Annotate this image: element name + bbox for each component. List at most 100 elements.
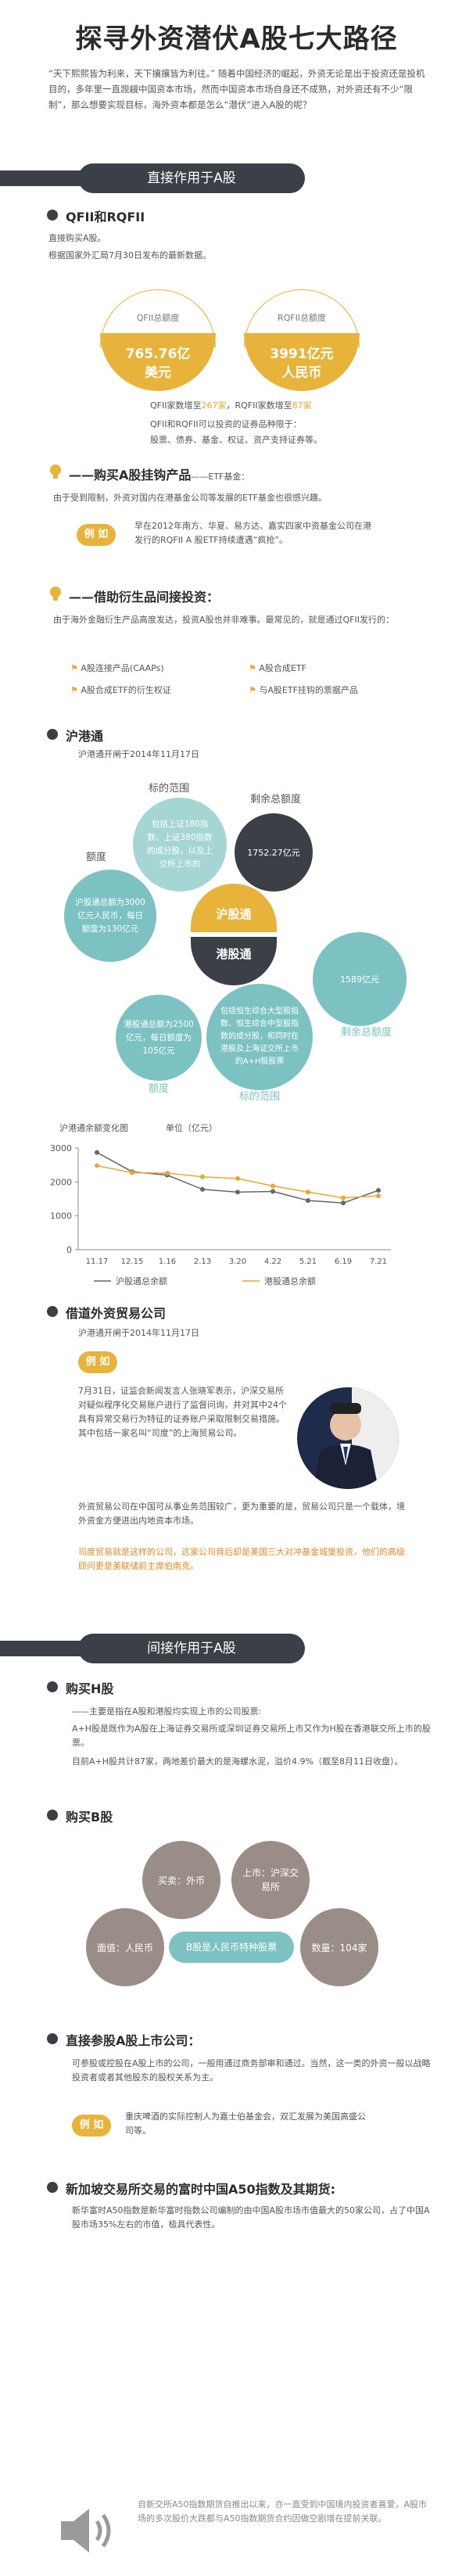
y-tick-label: 3000 — [50, 1143, 72, 1153]
deriv-item: ⚑ A股合成ETF — [249, 662, 306, 676]
series-point-1 — [165, 1171, 170, 1176]
qfii-quota-value: 765.76亿 — [125, 346, 191, 362]
x-tick-label: 12.15 — [121, 1258, 144, 1266]
qfii-scope2: 股票、债券、基金、权证、资产支持证券等。 — [150, 435, 322, 445]
series-point-1 — [95, 1163, 99, 1168]
stake-heading: 直接参股A股上市公司： — [66, 2033, 201, 2048]
series-point-0 — [341, 1200, 346, 1206]
cross-paragraph-3: 司度贸易就是这样的公司，这家公司背后却是美国三大对冲基金城堡投资，他们的高级顾问… — [78, 1547, 405, 1571]
chart-title: 沪港通余额变化图 — [59, 1123, 128, 1133]
series-point-0 — [271, 1189, 275, 1194]
etf-example-badge: 例 如 — [77, 524, 116, 546]
rqfii-quota-value: 3991亿元 — [270, 346, 334, 362]
bullet-dot — [47, 210, 58, 221]
stake-example-badge: 例 如 — [72, 2115, 111, 2137]
balance-line-chart: 0 1000 2000 3000 11.17 12.15 1.16 2.13 3.20 4.22 5… — [50, 1143, 391, 1286]
hk-scope-label-bottom: 标的范围 — [239, 1091, 281, 1103]
section-header-direct: 直接作用于A股 — [78, 163, 305, 193]
series-point-1 — [306, 1189, 310, 1195]
x-tick-label: 1.16 — [159, 1258, 176, 1266]
etf-desc: 由于受到限制，外资对国内在港基金公司等发展的ETF基金也很感兴趣。 — [53, 493, 327, 503]
bullet-dot — [47, 1306, 58, 1317]
stake-example-text: 重庆啤酒的实际控制人为嘉士伯基金会，双汇发展为美国高盛公司等。 — [125, 2111, 366, 2136]
cross-open: 沪港通开闸于2014年11月17日 — [78, 1328, 199, 1338]
qfii-count-a: QFII家数增至 — [150, 400, 202, 411]
x-tick-label: 2.13 — [194, 1258, 211, 1266]
hshare-heading: 购买H股 — [66, 1681, 114, 1696]
hk-remain-label-bottom: 剩余总额度 — [341, 1027, 392, 1039]
rqfii-quota-unit: 人民币 — [281, 365, 322, 381]
a50-desc: 新华富时A50指数是新华富时指数公司编制的由中国A股市场市值最大的50家公司，占… — [72, 2205, 430, 2230]
x-tick-label: 7.21 — [370, 1258, 387, 1266]
series-point-1 — [235, 1176, 240, 1181]
legend-label-0: 沪股通总余额 — [116, 1275, 167, 1286]
qfii-count-b-num: 87家 — [292, 400, 312, 411]
bshare-core-pill: B股是人民币特种股票 — [169, 1932, 294, 1963]
rqfii-quota-label: RQFII总额度 — [277, 313, 327, 323]
hshare-line3: 目前A+H股共计87家，两地差价最大的是海螺水泥，溢价4.9%（截至8月11日收… — [72, 1756, 403, 1767]
flag-icon: ⚑ — [70, 685, 78, 695]
speaker-icon — [56, 2499, 119, 2562]
deriv-item: ⚑ 与A股ETF挂钩的票据产品 — [249, 683, 358, 698]
y-tick-label: 2000 — [50, 1177, 72, 1187]
deriv-heading: ——借助衍生品间接投资： — [69, 590, 220, 605]
x-tick-label: 4.22 — [264, 1258, 281, 1266]
deriv-desc: 由于海外金融衍生产品高度发达，投资A股也并非难事。最常见的，就是通过QFII发行… — [53, 615, 394, 625]
flag-icon: ⚑ — [70, 663, 78, 673]
x-tick-label: 5.21 — [299, 1258, 317, 1266]
page-title: 探寻外资潜伏A股七大路径 — [75, 23, 398, 55]
a50-heading: 新加坡交易所交易的富时中国A50指数及其期货: — [66, 2182, 336, 2197]
intro-paragraph: “天下熙熙皆为利来，天下攘攘皆为利往。” 随着中国经济的崛起，外资无论是出于投资… — [48, 68, 425, 110]
a50-note: 自新交所A50指数期货自推出以来，亦一直受到中国境内投资者喜爱，A股市场的多次股… — [138, 2499, 428, 2524]
qfii-quota-unit: 美元 — [145, 365, 171, 381]
series-point-1 — [200, 1174, 205, 1179]
etf-heading-sub: ——ETF基金： — [191, 472, 250, 482]
lightbulb-icon — [47, 585, 64, 602]
flag-icon: ⚑ — [249, 685, 256, 695]
hk-quota-bottom-circle: 港股通总额为2500亿元，每日额度为105亿元 — [116, 995, 202, 1081]
bullet-dot — [47, 729, 58, 740]
hshare-line1: ——主要是指在A股和港股均实现上市的公司股票: — [72, 1706, 262, 1717]
section-ribbon-left — [0, 170, 86, 186]
deriv-item: ⚑ A股连接产品(CAAPs) — [70, 662, 164, 676]
spokesperson-photo — [297, 1387, 399, 1489]
lightbulb-icon — [47, 463, 64, 480]
series-point-0 — [95, 1150, 99, 1155]
cross-paragraph-2: 外资贸易公司在中国可从事业务范围较广，更为重要的是，贸易公司只是一个载体，境外资… — [78, 1501, 405, 1526]
y-tick-label: 0 — [66, 1245, 72, 1255]
hk-remain-top-circle: 1752.27亿元 — [235, 813, 313, 892]
deriv-item-label: 与A股ETF挂钩的票据产品 — [259, 685, 358, 695]
section-ribbon-left — [0, 1641, 86, 1656]
bullet-dot — [47, 1810, 58, 1821]
etf-heading: ——购买A股挂钩产品——ETF基金： — [69, 465, 249, 483]
qfii-line2: 根据国家外汇局7月30日发布的最新数据。 — [48, 250, 211, 260]
qfii-quota-label: QFII总额度 — [136, 313, 180, 323]
series-point-0 — [306, 1198, 310, 1204]
deriv-item-label: A股合成ETF的衍生权证 — [81, 685, 171, 695]
flag-icon: ⚑ — [249, 663, 256, 673]
series-point-1 — [130, 1170, 134, 1175]
hk-quota-label-bottom: 额度 — [149, 1083, 170, 1095]
section-header-indirect: 间接作用于A股 — [78, 1634, 305, 1663]
bshare-heading: 购买B股 — [66, 1810, 113, 1824]
series-point-1 — [376, 1193, 381, 1199]
bshare-count-circle: 数量：104家 — [300, 1908, 378, 1986]
rqfii-quota-graphic: RQFII总额度 3991亿元 人民币 — [244, 289, 360, 391]
hk-scope-label: 标的范围 — [149, 783, 190, 795]
series-point-1 — [271, 1183, 275, 1189]
y-tick-label: 1000 — [50, 1211, 72, 1222]
x-tick-label: 11.17 — [86, 1258, 109, 1266]
qfii-count-line: QFII家数增至267家，RQFII家数增至87家 — [150, 399, 432, 413]
qfii-quota-graphic: QFII总额度 765.76亿 美元 — [100, 289, 216, 391]
hk-quota-top-circle: 沪股通总额为3000亿元人民币，每日额度为130亿元 — [64, 870, 156, 962]
hk-quota-label-top: 额度 — [86, 852, 107, 863]
series-point-0 — [235, 1189, 240, 1195]
deriv-item: ⚑ A股合成ETF的衍生权证 — [70, 683, 171, 698]
hk-sh-connect-half: 沪股通 — [191, 884, 277, 932]
qfii-scope1: QFII和RQFII可以投资的证券品种限于： — [150, 419, 302, 429]
qfii-heading: QFII和RQFII — [66, 210, 145, 224]
series-point-0 — [200, 1186, 205, 1192]
hk-heading: 沪港通 — [66, 729, 104, 744]
legend-label-1: 港股通总余额 — [264, 1275, 316, 1286]
x-tick-label: 3.20 — [229, 1258, 246, 1266]
